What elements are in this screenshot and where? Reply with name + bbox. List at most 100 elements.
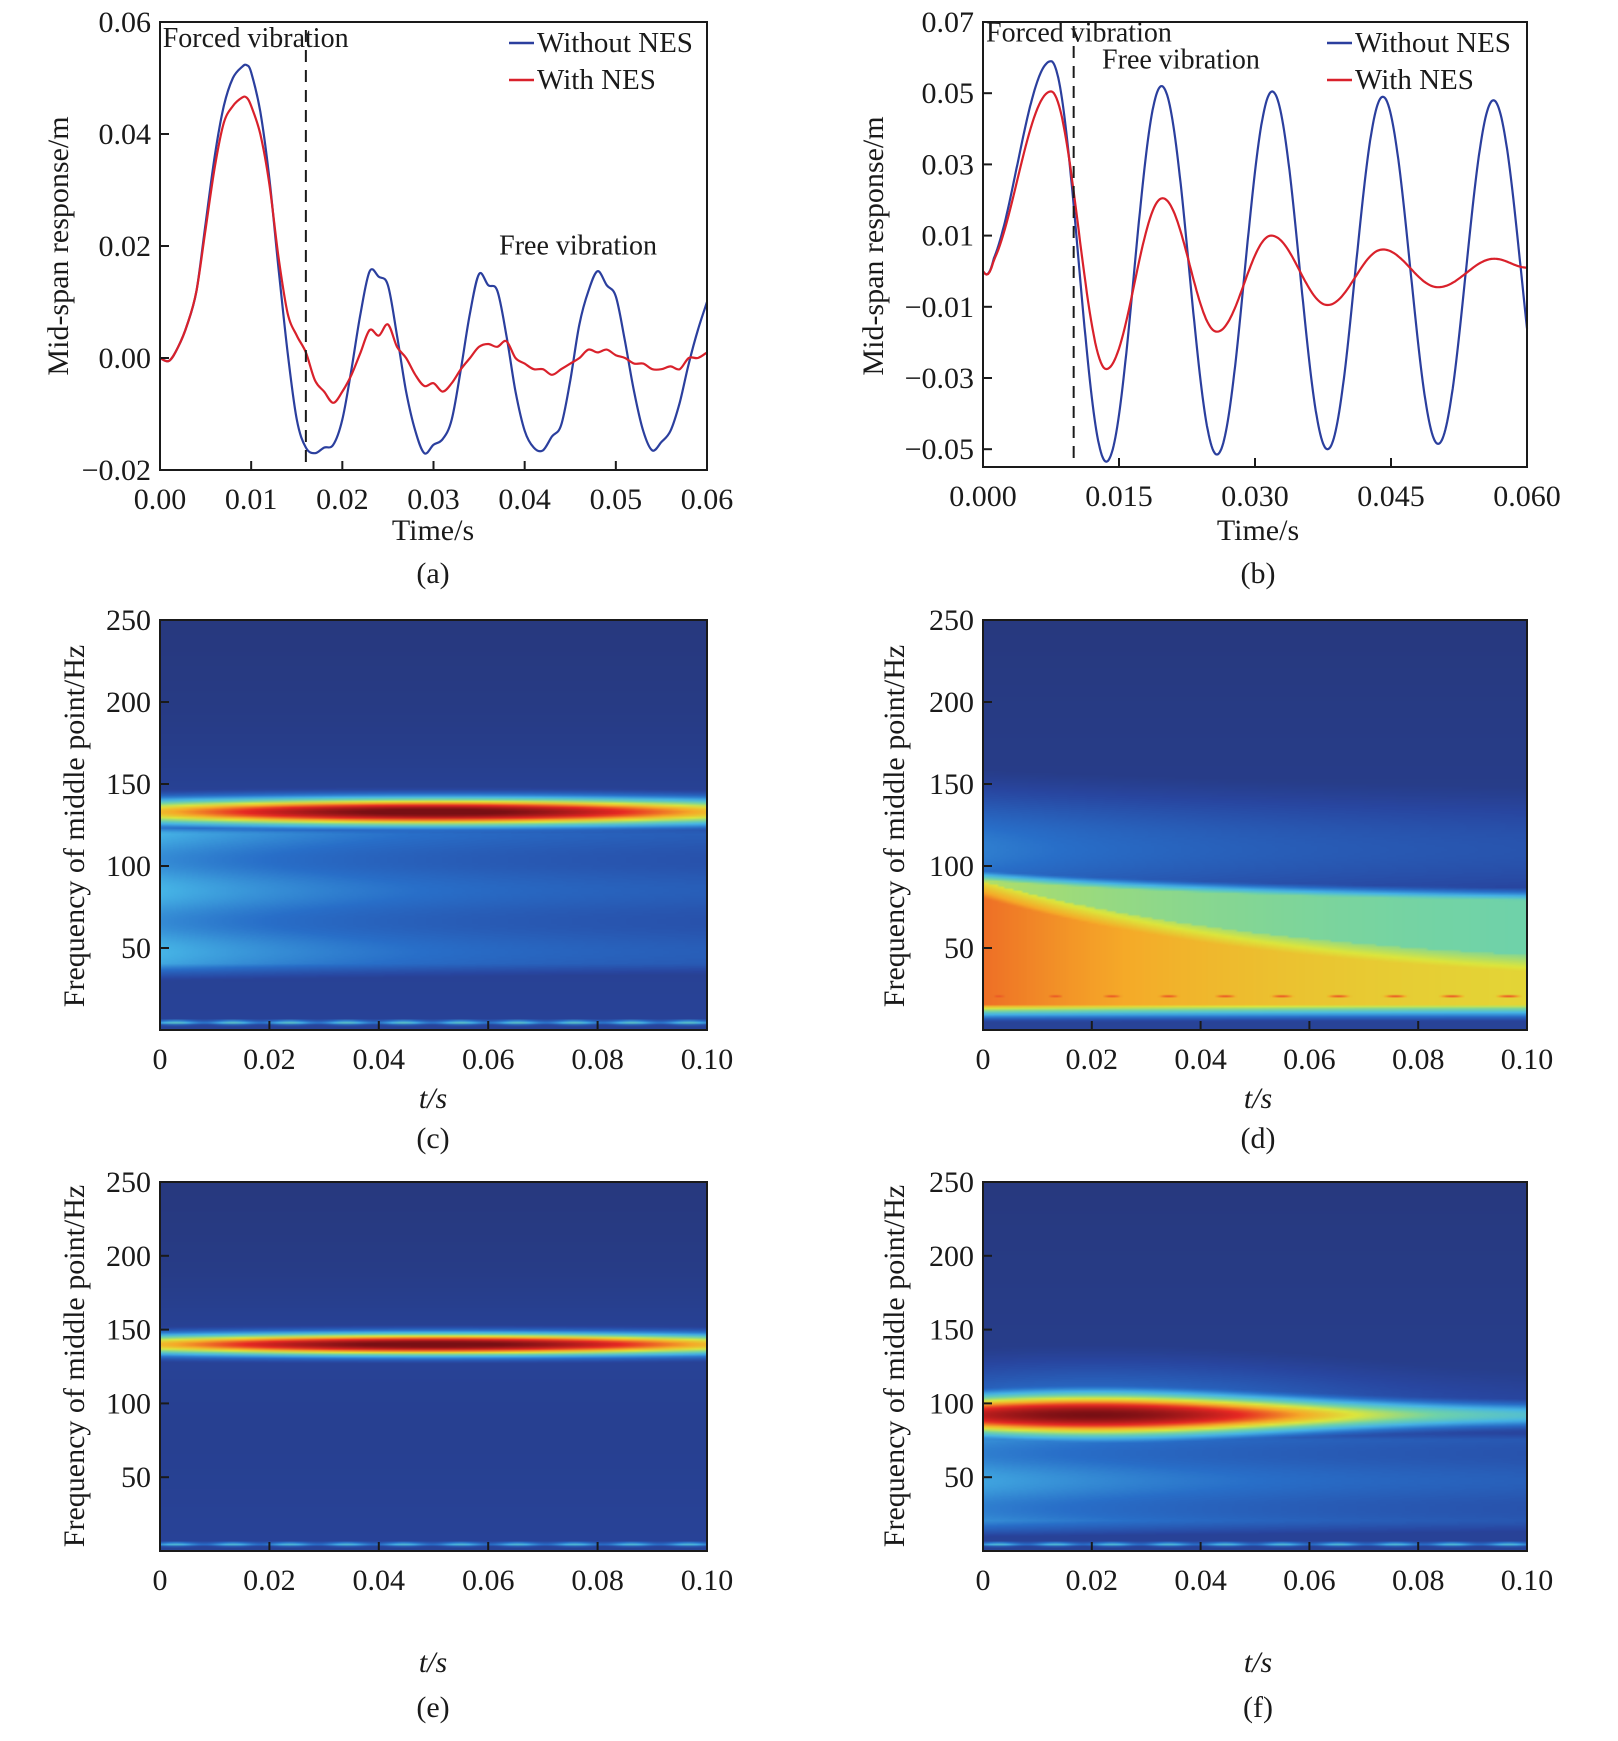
panel-e-heatmap-image [160,1182,707,1551]
panel-f-caption: (f) [1243,1691,1273,1724]
y-tick-label: 200 [929,1240,974,1273]
panel-d-heatmap-image [983,620,1527,1030]
panel-b-ylabel: Mid-span response/m [857,116,890,375]
y-tick-label: −0.03 [905,362,974,395]
x-tick-label: 0 [976,1564,991,1597]
x-tick-label: 0.015 [1085,480,1153,513]
y-tick-label: 0.00 [99,342,152,375]
y-tick-label: 50 [944,932,974,965]
panel-a-ylabel: Mid-span response/m [42,116,75,375]
panel-f-plot-area: 0 0.02 0.04 0.06 0.08 0.10 50 100 150 200 250 [929,1166,1553,1597]
x-tick-label: 0.00 [134,483,187,516]
panel-a-plot-area: 0.00 0.01 0.02 0.03 0.04 0.05 0.06−0.020.000.0… [82,6,734,516]
x-tick-label: 0.060 [1493,480,1561,513]
y-tick-label: 250 [929,604,974,637]
panel-d-xlabel: t/s [1244,1082,1272,1115]
y-tick-label: 150 [106,768,151,801]
panel-e-frame [159,1181,708,1552]
y-tick-label: 50 [121,1461,151,1494]
panel-c-plot-area: 0 0.02 0.04 0.06 0.08 0.10 50 100 150 200 250 [106,604,733,1076]
y-tick-label: 150 [929,1314,974,1347]
x-tick-label: 0 [153,1564,168,1597]
x-tick-label: 0.03 [407,483,460,516]
legend-label-without-nes: Without NES [1355,27,1511,59]
x-tick-label: 0 [976,1043,991,1076]
panel-b-plot-area: 0.000 0.015 0.030 0.045 0.060 −0.05 −0.03 −0.01… [905,6,1561,513]
x-tick-label: 0.02 [243,1043,296,1076]
y-tick-label: 100 [106,850,151,883]
y-tick-label: 0.02 [99,230,152,263]
panel-b-caption: (b) [1241,557,1276,590]
x-tick-label: 0.04 [353,1043,406,1076]
x-tick-label: 0.04 [498,483,551,516]
panel-d-ylabel: Frequency of middle point/Hz [878,645,911,1007]
panel-e-xlabel: t/s [419,1646,447,1679]
x-tick-label: 0.10 [681,1564,734,1597]
panel-d-plot-area: 0 0.02 0.04 0.06 0.08 0.10 50 100 150 200 250 [929,604,1553,1076]
series-line-without-nes [982,60,1529,463]
y-tick-label: 100 [106,1387,151,1420]
x-tick-label: 0.02 [1066,1564,1119,1597]
y-tick-label: −0.01 [905,291,974,324]
y-tick-label: −0.05 [905,433,974,466]
y-tick-label: 150 [106,1314,151,1347]
x-tick-label: 0.02 [1066,1043,1119,1076]
panel-d-frame [982,619,1528,1031]
y-tick-label: 0.03 [922,148,975,181]
annotation-free-vibration: Free vibration [499,230,657,261]
panel-c-heatmap-image [160,620,707,1030]
series-line-with-nes [982,90,1527,371]
y-tick-label: 200 [929,686,974,719]
panel-f-frame [982,1181,1528,1552]
x-tick-label: 0.02 [243,1564,296,1597]
x-tick-label: 0.10 [1501,1564,1554,1597]
x-tick-label: 0.08 [1392,1564,1445,1597]
legend-label-with-nes: With NES [1355,64,1474,96]
panel-e-caption: (e) [416,1691,449,1724]
panel-a-time-response: 0.00 0.01 0.02 0.03 0.04 0.05 0.06−0.020.000.0… [42,6,733,590]
annotation-forced-vibration: Forced vibration [163,23,349,54]
x-tick-label: 0 [153,1043,168,1076]
annotation-free-vibration: Free vibration [1102,44,1260,75]
panel-c-frame [159,619,708,1031]
panel-a-caption: (a) [416,557,449,590]
panel-d-caption: (d) [1241,1122,1276,1155]
panel-b-time-response: 0.000 0.015 0.030 0.045 0.060 −0.05 −0.03 −0.01… [857,6,1561,590]
y-tick-label: 100 [929,850,974,883]
x-tick-label: 0.04 [1174,1564,1227,1597]
series-line-with-nes [159,95,708,404]
x-tick-label: 0.08 [571,1043,624,1076]
y-tick-label: 100 [929,1387,974,1420]
panel-a-xlabel: Time/s [392,514,474,547]
x-tick-label: 0.045 [1357,480,1425,513]
panel-b-xlabel: Time/s [1217,514,1299,547]
y-tick-label: 250 [106,604,151,637]
y-tick-label: 200 [106,686,151,719]
series-line-without-nes [159,63,709,455]
y-tick-label: 0.07 [922,6,975,39]
y-tick-label: 50 [944,1461,974,1494]
x-tick-label: 0.05 [590,483,643,516]
x-tick-label: 0.04 [353,1564,406,1597]
x-tick-label: 0.10 [1501,1043,1554,1076]
y-tick-label: 50 [121,932,151,965]
annotation-forced-vibration: Forced vibration [986,18,1172,49]
y-tick-label: 0.01 [922,220,975,253]
y-tick-label: 0.06 [99,6,152,39]
y-tick-label: 250 [929,1166,974,1199]
x-tick-label: 0.04 [1174,1043,1227,1076]
legend-label-with-nes: With NES [537,64,656,96]
x-tick-label: 0.06 [462,1043,515,1076]
y-tick-label: 250 [106,1166,151,1199]
panel-f-xlabel: t/s [1244,1646,1272,1679]
panel-c-caption: (c) [416,1122,449,1155]
y-tick-label: 150 [929,768,974,801]
x-tick-label: 0.06 [1283,1043,1336,1076]
x-tick-label: 0.030 [1221,480,1289,513]
x-tick-label: 0.08 [1392,1043,1445,1076]
x-tick-label: 0.08 [571,1564,624,1597]
